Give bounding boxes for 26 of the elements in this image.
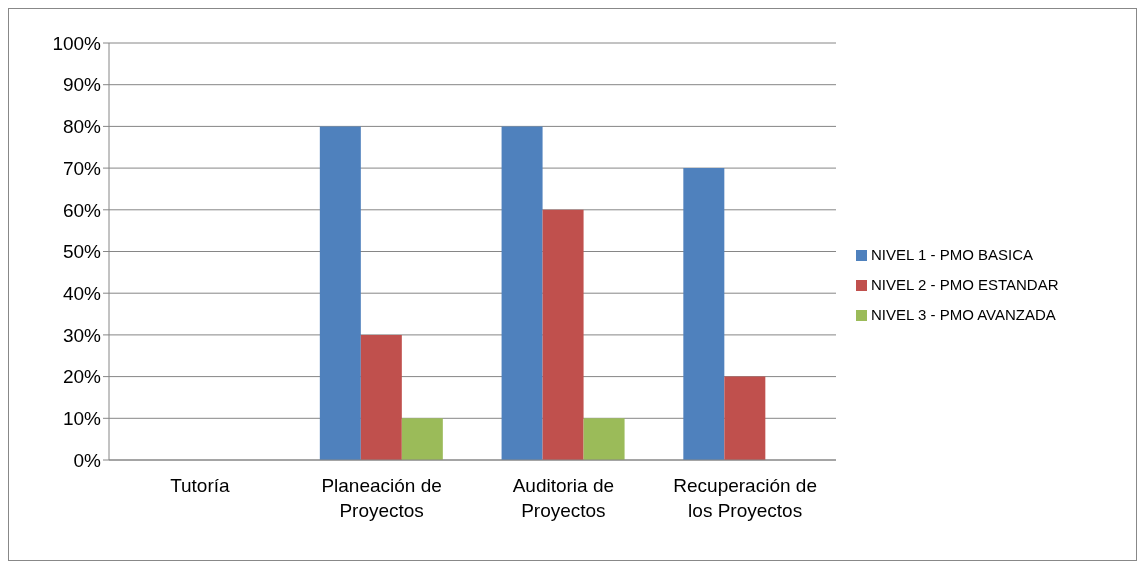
bar [501, 126, 543, 460]
y-tick-label: 100% [52, 32, 102, 54]
y-tick-label: 90% [62, 74, 102, 96]
x-tick-label: Tutoría [170, 475, 231, 496]
y-tick-label: 60% [62, 199, 102, 221]
bar [360, 334, 402, 460]
legend-label: NIVEL 3 - PMO AVANZADA [871, 305, 1056, 323]
y-tick-label: 30% [62, 324, 102, 346]
y-tick-label: 40% [62, 282, 102, 304]
bar [583, 418, 625, 460]
bar [683, 168, 725, 460]
y-tick-label: 20% [62, 366, 102, 388]
y-tick-label: 50% [62, 241, 102, 263]
y-tick-label: 10% [62, 408, 102, 430]
x-tick-label: Auditoria de Proyectos [512, 475, 615, 521]
legend-label: NIVEL 2 - PMO ESTANDAR [871, 275, 1059, 293]
bar [724, 376, 766, 460]
x-tick-label: Recuperación de los Proyectos [673, 475, 817, 521]
x-tick-label: Planeación de Proyectos [321, 475, 442, 521]
bar [542, 209, 584, 460]
y-tick-label: 80% [62, 116, 102, 138]
legend-label: NIVEL 1 - PMO BASICA [871, 245, 1033, 263]
y-tick-label: 0% [73, 449, 102, 471]
bar [401, 418, 443, 460]
y-tick-label: 70% [62, 157, 102, 179]
bar [319, 126, 361, 460]
